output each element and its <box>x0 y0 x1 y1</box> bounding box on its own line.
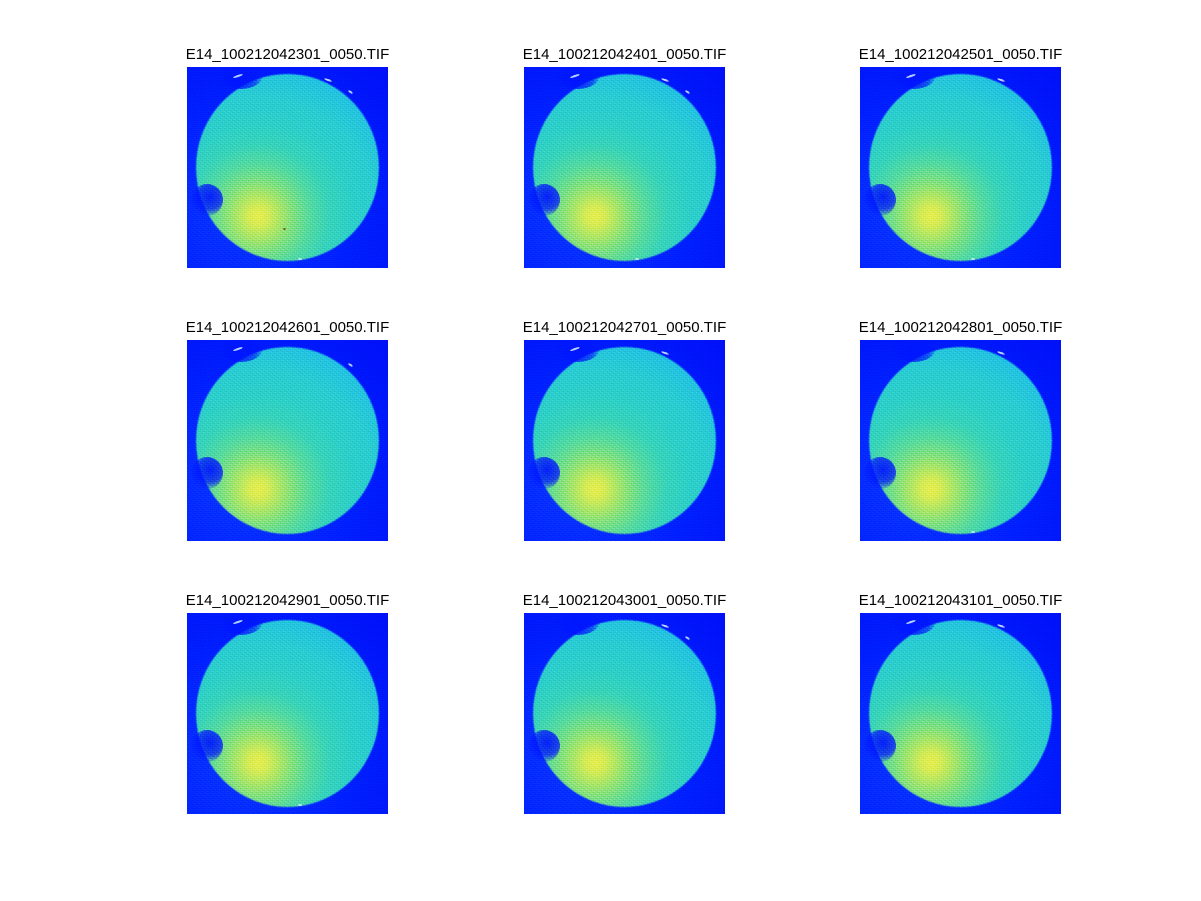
image-noise <box>524 340 725 541</box>
image-notch-left <box>864 183 897 216</box>
panel-title: E14_100212043101_0050.TIF <box>858 592 1063 609</box>
panel-title: E14_100212042701_0050.TIF <box>522 319 727 336</box>
image-noise <box>187 67 388 268</box>
image-disc-rim <box>869 620 1052 807</box>
image-panel[interactable]: E14_100212043101_0050.TIF <box>859 592 1062 814</box>
panel-image[interactable] <box>524 67 725 268</box>
image-notch-top <box>892 613 937 636</box>
image-noise <box>860 340 1061 541</box>
image-notch-top <box>219 67 264 90</box>
image-noise <box>524 340 725 541</box>
image-notch-left <box>191 183 224 216</box>
panel-image[interactable] <box>187 613 388 814</box>
panel-title: E14_100212042601_0050.TIF <box>185 319 390 336</box>
image-panel[interactable]: E14_100212042501_0050.TIF <box>859 46 1062 268</box>
image-noise <box>187 613 388 814</box>
image-speck-dark <box>283 227 286 231</box>
image-noise <box>860 613 1061 814</box>
image-panel[interactable]: E14_100212042301_0050.TIF <box>186 46 389 268</box>
panel-image[interactable] <box>187 340 388 541</box>
image-noise <box>524 613 725 814</box>
panel-image[interactable] <box>860 340 1061 541</box>
image-noise <box>524 67 725 268</box>
image-disc-rim <box>533 74 716 261</box>
image-noise <box>860 67 1061 268</box>
image-panel[interactable]: E14_100212042901_0050.TIF <box>186 592 389 814</box>
image-disc-rim <box>196 74 379 261</box>
image-notch-top <box>219 613 264 636</box>
image-panel[interactable]: E14_100212042601_0050.TIF <box>186 319 389 541</box>
image-notch-left <box>864 729 897 762</box>
image-panel[interactable]: E14_100212042801_0050.TIF <box>859 319 1062 541</box>
panel-image[interactable] <box>860 613 1061 814</box>
image-noise <box>524 613 725 814</box>
image-disc-rim <box>533 620 716 807</box>
image-disc-rim <box>196 620 379 807</box>
image-noise <box>187 613 388 814</box>
panel-title: E14_100212042301_0050.TIF <box>185 46 390 63</box>
image-panel[interactable]: E14_100212042701_0050.TIF <box>523 319 726 541</box>
panel-title: E14_100212042501_0050.TIF <box>858 46 1063 63</box>
image-noise <box>860 340 1061 541</box>
image-notch-top <box>892 67 937 90</box>
panel-title: E14_100212042901_0050.TIF <box>185 592 390 609</box>
image-notch-left <box>864 456 897 489</box>
image-disc-rim <box>869 74 1052 261</box>
image-notch-top <box>892 340 937 363</box>
image-noise <box>524 67 725 268</box>
image-notch-left <box>528 456 561 489</box>
image-speck <box>970 257 975 260</box>
panel-image[interactable] <box>524 340 725 541</box>
image-panel[interactable]: E14_100212043001_0050.TIF <box>523 592 726 814</box>
image-noise <box>860 613 1061 814</box>
image-notch-top <box>556 340 601 363</box>
image-noise <box>860 67 1061 268</box>
image-speck <box>970 530 975 533</box>
panel-image[interactable] <box>187 67 388 268</box>
panel-image[interactable] <box>524 613 725 814</box>
image-speck <box>634 257 639 260</box>
image-speck <box>297 257 302 260</box>
image-notch-left <box>191 456 224 489</box>
image-notch-left <box>191 729 224 762</box>
panel-image[interactable] <box>860 67 1061 268</box>
image-disc-rim <box>533 347 716 534</box>
image-noise <box>187 340 388 541</box>
image-disc-rim <box>869 347 1052 534</box>
image-notch-left <box>528 183 561 216</box>
image-noise <box>187 67 388 268</box>
panel-title: E14_100212042401_0050.TIF <box>522 46 727 63</box>
panel-title: E14_100212043001_0050.TIF <box>522 592 727 609</box>
image-notch-left <box>528 729 561 762</box>
image-disc-rim <box>196 347 379 534</box>
panel-title: E14_100212042801_0050.TIF <box>858 319 1063 336</box>
image-noise <box>187 340 388 541</box>
image-notch-top <box>556 613 601 636</box>
image-panel[interactable]: E14_100212042401_0050.TIF <box>523 46 726 268</box>
image-speck <box>297 803 302 806</box>
image-notch-top <box>219 340 264 363</box>
image-notch-top <box>556 67 601 90</box>
